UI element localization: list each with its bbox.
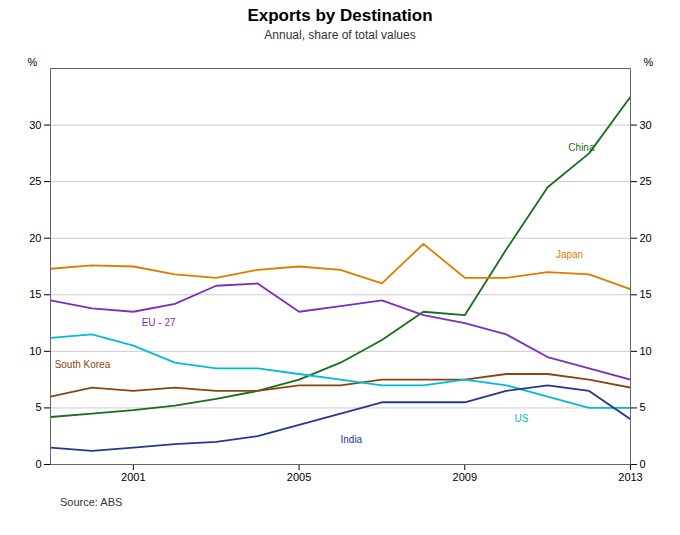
html-text:Exports by Destination: Exports by Destination <box>247 6 433 25</box>
svg-text:20: 20 <box>29 232 41 244</box>
svg-text:Japan: Japan <box>556 249 583 260</box>
svg-text:20: 20 <box>640 232 652 244</box>
html-text:Annual, share of total values: Annual, share of total values <box>264 28 416 42</box>
svg-text:%: % <box>644 56 654 68</box>
svg-text:South Korea: South Korea <box>55 359 111 370</box>
svg-text:2009: 2009 <box>453 471 477 483</box>
svg-text:25: 25 <box>29 175 41 187</box>
svg-text:10: 10 <box>640 345 652 357</box>
svg-text:30: 30 <box>640 119 652 131</box>
svg-text:10: 10 <box>29 345 41 357</box>
svg-text:India: India <box>341 434 363 445</box>
svg-text:2001: 2001 <box>121 471 145 483</box>
svg-text:15: 15 <box>29 288 41 300</box>
html-text:Source: ABS: Source: ABS <box>60 496 123 508</box>
svg-text:China: China <box>568 142 595 153</box>
svg-text:15: 15 <box>640 288 652 300</box>
svg-text:0: 0 <box>640 458 646 470</box>
svg-text:0: 0 <box>35 458 41 470</box>
svg-text:EU - 27: EU - 27 <box>142 317 176 328</box>
svg-text:25: 25 <box>640 175 652 187</box>
svg-text:5: 5 <box>640 401 646 413</box>
svg-text:30: 30 <box>29 119 41 131</box>
svg-text:%: % <box>28 56 38 68</box>
svg-text:US: US <box>515 413 529 424</box>
svg-text:2013: 2013 <box>618 471 642 483</box>
svg-text:5: 5 <box>35 401 41 413</box>
svg-text:2005: 2005 <box>287 471 311 483</box>
